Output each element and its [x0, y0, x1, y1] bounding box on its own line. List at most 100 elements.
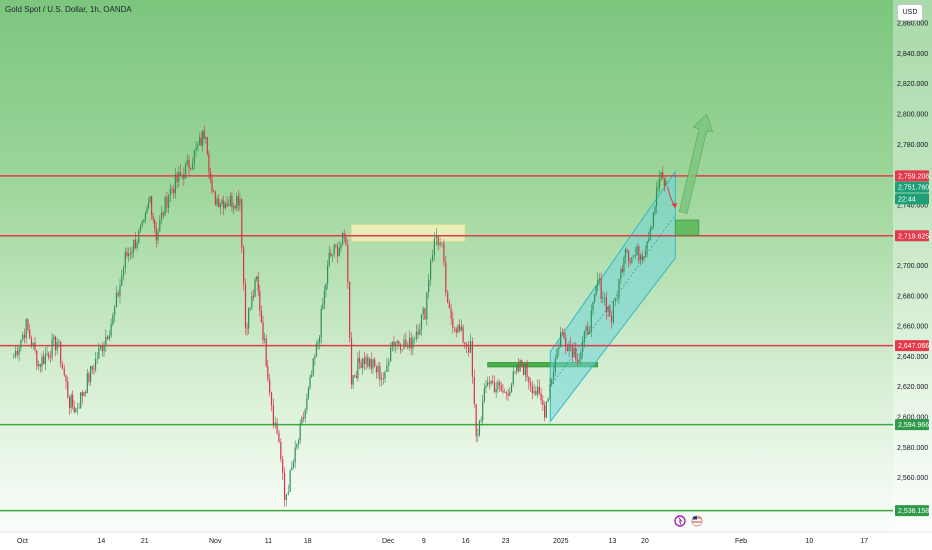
price-tag-text: 2,751.760 — [898, 185, 929, 192]
candle-body — [587, 326, 589, 335]
candle-body — [264, 338, 266, 341]
candle-body — [632, 255, 635, 258]
price-axis: 2,860.000 2,840.000 2,820.000 2,800.000 2,78… — [893, 0, 932, 532]
price-tag-bg — [895, 419, 929, 431]
candle-body — [312, 358, 314, 376]
candle-body — [119, 285, 121, 296]
candle-body — [72, 394, 74, 407]
candle-body — [522, 365, 525, 375]
candle-body — [319, 337, 321, 343]
candle-body — [517, 365, 519, 371]
candle-body — [37, 363, 40, 367]
candle-body — [627, 250, 630, 261]
candle-body — [322, 304, 324, 309]
candle-body — [63, 368, 65, 375]
price-tick: 2,640.000 — [897, 354, 928, 361]
candle-body — [336, 246, 339, 257]
candle-body — [588, 331, 591, 335]
candle-body — [330, 252, 332, 256]
candle-body — [343, 233, 345, 238]
candle-body — [259, 291, 261, 311]
candle-body — [600, 277, 602, 299]
candle-body — [267, 366, 269, 380]
candle-body — [457, 325, 459, 333]
candle-body — [34, 342, 36, 351]
candle-body — [477, 435, 479, 436]
candle-body — [80, 392, 82, 408]
price-tag-bg — [895, 193, 929, 205]
candle-body — [166, 196, 168, 208]
candle-body — [657, 186, 659, 189]
candle-body — [237, 196, 239, 206]
candle-body — [626, 249, 628, 251]
candle-body — [203, 130, 205, 139]
candle-body — [30, 338, 33, 347]
candle-body — [382, 378, 384, 380]
time-tick: 18 — [304, 538, 312, 545]
candle-body — [620, 269, 622, 279]
candle-body — [149, 196, 151, 203]
candle-body — [190, 168, 192, 170]
candle-body — [162, 212, 164, 216]
price-tick: 2,700.000 — [897, 263, 928, 270]
candle-body — [545, 401, 547, 418]
candle-body — [417, 331, 419, 335]
candle-body — [386, 365, 388, 372]
candle-body — [112, 315, 114, 325]
us-flag-icon[interactable] — [691, 515, 703, 527]
candle-body — [265, 338, 267, 367]
candle-body — [593, 294, 596, 302]
candle-body — [234, 206, 236, 209]
candle-body — [56, 342, 58, 351]
candle-body — [60, 341, 62, 365]
event-markers — [674, 515, 703, 527]
candle-body — [643, 256, 645, 259]
candle-body — [529, 382, 532, 387]
candle-body — [363, 358, 365, 364]
candle-body — [254, 279, 256, 297]
candle-body — [410, 337, 412, 349]
candle-body — [634, 254, 636, 256]
candle-body — [536, 386, 539, 395]
flag-icon[interactable] — [674, 515, 686, 527]
candle-body — [644, 250, 647, 257]
candle-body — [604, 297, 606, 299]
candle-body — [333, 245, 335, 256]
candle-body — [91, 366, 93, 370]
candle-body — [181, 174, 183, 176]
candle-body — [566, 347, 568, 352]
highlight-zone — [351, 224, 466, 242]
candle-body — [452, 318, 454, 328]
time-tick: 9 — [422, 538, 426, 545]
candle-body — [292, 462, 295, 468]
candle-body — [193, 150, 195, 164]
candle-body — [638, 246, 640, 261]
price-tag-bg — [895, 340, 929, 352]
time-tick: 23 — [502, 538, 510, 545]
candle-body — [41, 356, 43, 367]
candle-body — [169, 188, 171, 196]
candle-body — [317, 342, 319, 344]
candle-body — [415, 331, 417, 339]
candle-body — [648, 239, 650, 242]
candle-body — [462, 326, 464, 343]
time-tick: 13 — [609, 538, 617, 545]
candle-body — [206, 137, 208, 154]
currency-button[interactable]: USD — [897, 4, 923, 21]
candle-body — [391, 341, 393, 348]
candle-body — [358, 357, 361, 363]
candle-body — [575, 348, 577, 360]
time-tick: Oct — [17, 538, 28, 545]
candle-body — [294, 447, 296, 463]
candle-body — [90, 366, 92, 382]
time-tick: Feb — [735, 538, 747, 545]
candle-body — [403, 339, 405, 350]
candle-body — [607, 306, 609, 313]
candle-body — [32, 342, 34, 347]
candle-body — [497, 382, 499, 389]
candle-body — [128, 253, 130, 257]
candle-body — [147, 202, 150, 208]
candle-body — [556, 349, 558, 359]
candle-body — [36, 350, 38, 367]
